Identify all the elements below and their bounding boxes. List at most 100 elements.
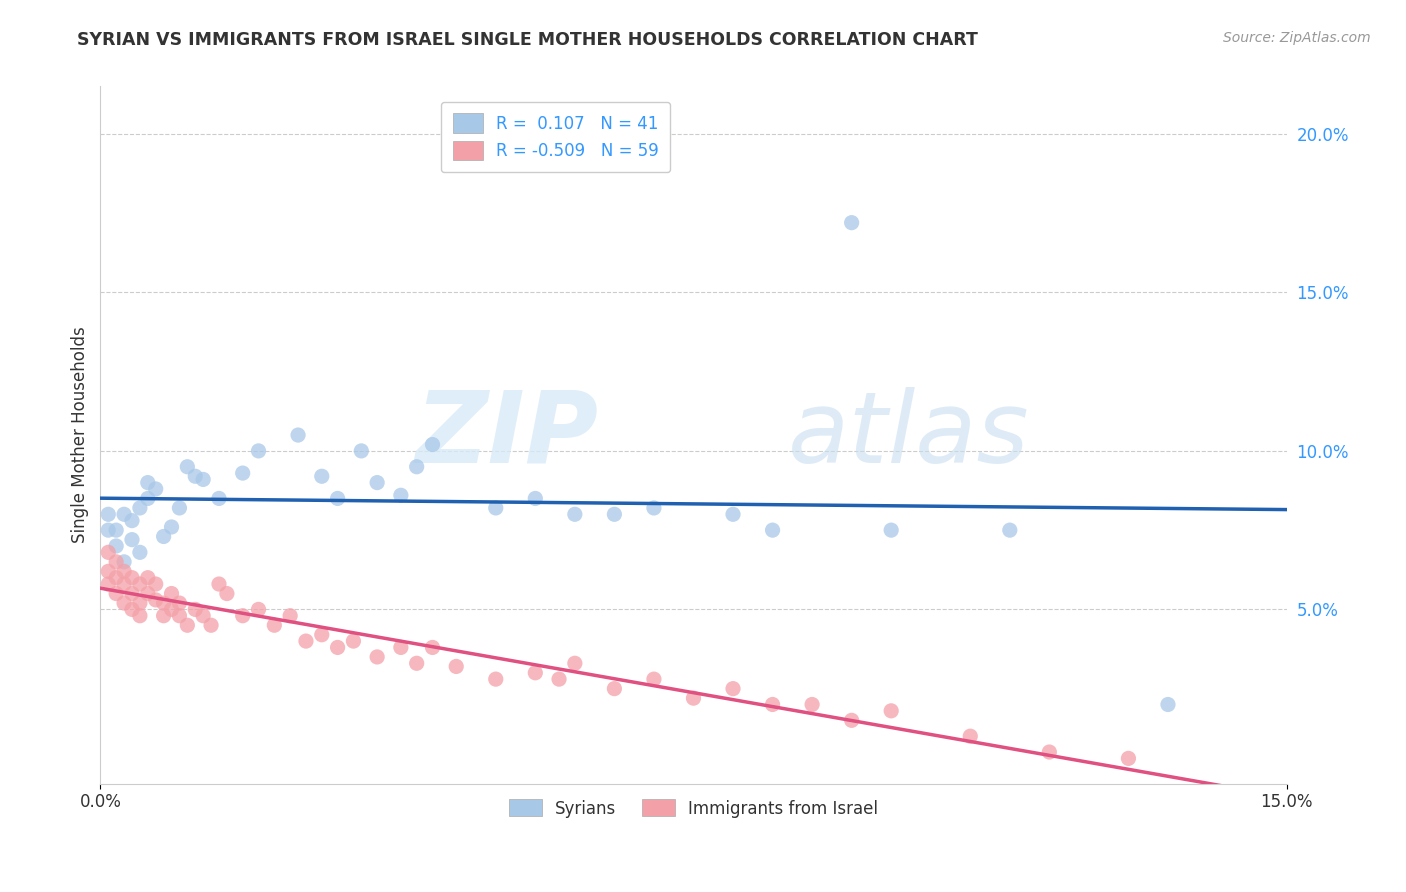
Point (105, 555, 128, 569)
Point (105, 539, 128, 553)
Point (128, 596, 150, 610)
Point (145, 482, 167, 496)
Point (389, 640, 412, 655)
Point (184, 602, 207, 616)
Point (841, 216, 863, 230)
Point (444, 659, 467, 673)
Point (208, 491, 231, 506)
Point (643, 500, 665, 515)
Point (247, 602, 270, 616)
Point (112, 577, 135, 591)
Point (603, 681, 626, 696)
Point (959, 729, 981, 743)
Point (682, 691, 704, 706)
Point (643, 672, 665, 686)
Point (208, 577, 231, 591)
Point (152, 608, 174, 623)
Point (136, 491, 159, 506)
Point (97, 545, 120, 559)
Point (422, 640, 444, 655)
Point (287, 428, 309, 442)
Point (841, 714, 863, 728)
Point (105, 523, 128, 537)
Point (422, 437, 444, 451)
Point (97, 577, 120, 591)
Point (761, 523, 783, 537)
Point (485, 672, 508, 686)
Point (263, 618, 285, 632)
Point (342, 634, 364, 648)
Point (121, 602, 143, 616)
Point (564, 657, 586, 671)
Point (603, 508, 626, 522)
Point (121, 514, 143, 528)
Point (721, 508, 744, 522)
Point (121, 533, 143, 547)
Point (152, 529, 174, 543)
Point (232, 608, 254, 623)
Point (191, 472, 214, 486)
Point (112, 565, 135, 579)
Point (184, 469, 207, 483)
Point (128, 500, 150, 515)
Text: Source: ZipAtlas.com: Source: ZipAtlas.com (1223, 31, 1371, 45)
Point (128, 577, 150, 591)
Point (160, 520, 183, 534)
Point (326, 491, 349, 506)
Point (105, 571, 128, 585)
Legend: Syrians, Immigrants from Israel: Syrians, Immigrants from Israel (502, 793, 884, 824)
Point (232, 466, 254, 480)
Point (215, 586, 238, 600)
Point (366, 475, 388, 490)
Point (152, 596, 174, 610)
Point (136, 586, 159, 600)
Point (128, 545, 150, 559)
Point (801, 698, 824, 712)
Point (524, 491, 547, 506)
Point (105, 586, 128, 600)
Point (1157, 698, 1180, 712)
Point (880, 704, 903, 718)
Point (247, 443, 270, 458)
Point (278, 608, 301, 623)
Point (295, 634, 318, 648)
Point (160, 602, 183, 616)
Point (1118, 751, 1140, 765)
Point (485, 500, 508, 515)
Point (112, 596, 135, 610)
Point (1038, 745, 1060, 759)
Text: SYRIAN VS IMMIGRANTS FROM ISRAEL SINGLE MOTHER HOUSEHOLDS CORRELATION CHART: SYRIAN VS IMMIGRANTS FROM ISRAEL SINGLE … (77, 31, 979, 49)
Point (121, 586, 143, 600)
Point (880, 523, 903, 537)
Point (169, 500, 191, 515)
Point (145, 577, 167, 591)
Point (176, 459, 198, 474)
Point (136, 571, 159, 585)
Point (121, 571, 143, 585)
Point (97, 508, 120, 522)
Point (524, 665, 547, 680)
Point (311, 628, 333, 642)
Point (169, 608, 191, 623)
Y-axis label: Single Mother Households: Single Mother Households (72, 326, 89, 543)
Point (721, 681, 744, 696)
Text: atlas: atlas (789, 386, 1031, 483)
Point (97, 565, 120, 579)
Point (191, 608, 214, 623)
Point (405, 657, 427, 671)
Point (128, 608, 150, 623)
Point (326, 640, 349, 655)
Point (97, 523, 120, 537)
Point (145, 593, 167, 607)
Point (311, 469, 333, 483)
Point (176, 618, 198, 632)
Point (564, 508, 586, 522)
Point (160, 586, 183, 600)
Point (548, 672, 571, 686)
Point (761, 698, 783, 712)
Point (350, 443, 373, 458)
Point (389, 488, 412, 502)
Point (998, 523, 1021, 537)
Point (169, 596, 191, 610)
Point (112, 555, 135, 569)
